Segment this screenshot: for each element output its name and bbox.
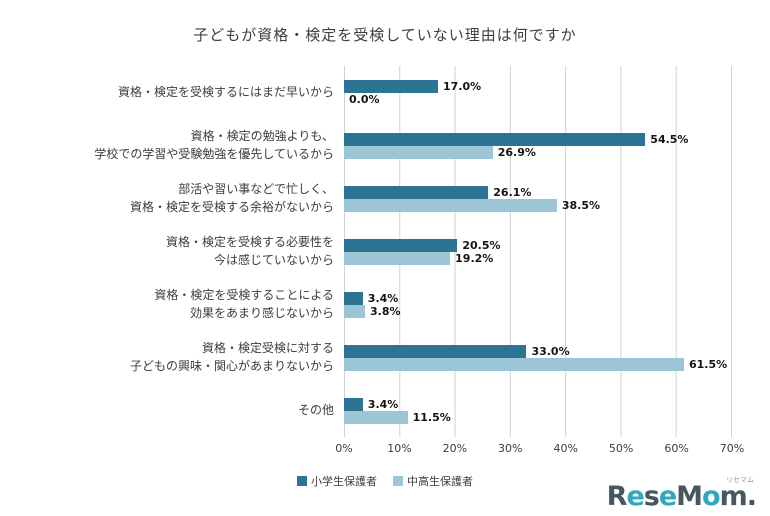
chart-row: 資格・検定を受検することによる 効果をあまり感じないから 3.4% 3.8% bbox=[8, 278, 732, 331]
legend: 小学生保護者 中高生保護者 bbox=[0, 473, 770, 489]
bar-chart: 資格・検定を受検するにはまだ早いから 17.0% 0.0% 資格・検定の勉強よりも、学… bbox=[8, 66, 744, 461]
chart-rows: 資格・検定を受検するにはまだ早いから 17.0% 0.0% 資格・検定の勉強よりも、学… bbox=[8, 66, 732, 437]
value-label: 3.4% bbox=[367, 291, 399, 305]
x-axis-ticks: 0% 10% 20% 30% 40% 50% 60% 70% bbox=[335, 437, 744, 461]
value-label: 33.0% bbox=[531, 344, 570, 358]
bar-elementary bbox=[344, 132, 646, 146]
bar-elementary bbox=[344, 397, 363, 411]
plot-area: 33.0% 61.5% bbox=[344, 331, 732, 384]
category-label: 資格・検定を受検するにはまだ早いから bbox=[117, 84, 334, 99]
x-tick-label: 10% bbox=[387, 442, 412, 455]
resemom-logo-text: ReseMom. bbox=[606, 481, 757, 512]
category-label: 資格・検定の勉強よりも、 学校での学習や受験勉強を優先しているから bbox=[94, 129, 334, 161]
value-label: 38.5% bbox=[561, 198, 601, 212]
x-axis: 0% 10% 20% 30% 40% 50% 60% 70% bbox=[8, 437, 744, 461]
legend-swatch-elementary bbox=[297, 476, 307, 486]
plot-area: 3.4% 3.8% bbox=[344, 278, 732, 331]
x-tick-label: 70% bbox=[719, 442, 745, 455]
category-label: 資格・検定を受検する必要性を 今は感じていないから bbox=[165, 235, 334, 267]
value-label: 54.5% bbox=[650, 132, 689, 146]
plot-area: 20.5% 19.2% bbox=[344, 225, 732, 278]
x-tick-label: 0% bbox=[335, 442, 353, 455]
plot-area: 54.5% 26.9% bbox=[344, 119, 732, 172]
category-label: 部活や習い事などで忙しく、 資格・検定を受検する余裕がないから bbox=[129, 182, 334, 214]
value-label: 0.0% bbox=[349, 92, 380, 106]
bar-secondary bbox=[344, 251, 451, 265]
bar-elementary bbox=[344, 185, 489, 199]
bar-secondary bbox=[344, 304, 365, 318]
value-label: 26.9% bbox=[497, 145, 536, 159]
value-label: 17.0% bbox=[442, 79, 482, 93]
x-tick-label: 20% bbox=[442, 442, 468, 455]
x-tick-label: 50% bbox=[608, 442, 634, 455]
bar-secondary bbox=[344, 410, 408, 424]
chart-row: 資格・検定受検に対する 子どもの興味・関心があまりないから 33.0% 61.5% bbox=[8, 331, 732, 384]
bar-secondary bbox=[344, 357, 684, 371]
legend-item-elementary: 小学生保護者 bbox=[297, 473, 377, 489]
value-label: 19.2% bbox=[455, 251, 494, 265]
chart-title: 子どもが資格・検定を受検していない理由は何ですか bbox=[193, 26, 577, 44]
bar-secondary bbox=[344, 145, 493, 159]
chart-row: 資格・検定を受検する必要性を 今は感じていないから 20.5% 19.2% bbox=[8, 225, 732, 278]
resemom-logo-ruby: リセマム bbox=[726, 476, 754, 484]
value-label: 20.5% bbox=[462, 238, 501, 252]
value-label: 11.5% bbox=[412, 410, 451, 424]
plot-area: 26.1% 38.5% bbox=[344, 172, 732, 225]
chart-row: 資格・検定の勉強よりも、 学校での学習や受験勉強を優先しているから 54.5% 26.… bbox=[8, 119, 732, 172]
category-label: 資格・検定受検に対する 子どもの興味・関心があまりないから bbox=[129, 341, 334, 373]
resemom-logo: ReseMom. リセマム bbox=[606, 477, 757, 512]
x-tick-label: 60% bbox=[664, 442, 689, 455]
bar-elementary bbox=[344, 79, 438, 93]
value-label: 61.5% bbox=[689, 357, 728, 371]
chart-row: 部活や習い事などで忙しく、 資格・検定を受検する余裕がないから 26.1% 38.5% bbox=[8, 172, 732, 225]
chart-row: その他 3.4% 11.5% bbox=[8, 384, 732, 437]
value-label: 3.8% bbox=[370, 304, 401, 318]
bar-elementary bbox=[344, 238, 458, 252]
legend-swatch-secondary bbox=[393, 476, 403, 486]
category-label: 資格・検定を受検することによる 効果をあまり感じないから bbox=[154, 288, 334, 320]
legend-label-elementary: 小学生保護者 bbox=[311, 475, 377, 488]
x-tick-label: 40% bbox=[553, 442, 578, 455]
chart-row: 資格・検定を受検するにはまだ早いから 17.0% 0.0% bbox=[8, 66, 732, 119]
bar-elementary bbox=[344, 291, 363, 305]
plot-area: 3.4% 11.5% bbox=[344, 384, 732, 437]
legend-item-secondary: 中高生保護者 bbox=[393, 473, 473, 489]
value-label: 26.1% bbox=[493, 185, 532, 199]
value-label: 3.4% bbox=[367, 397, 399, 411]
bar-secondary bbox=[344, 198, 557, 212]
bar-elementary bbox=[344, 344, 527, 358]
plot-area: 17.0% 0.0% bbox=[344, 66, 732, 119]
x-tick-label: 30% bbox=[498, 442, 523, 455]
legend-label-secondary: 中高生保護者 bbox=[407, 475, 473, 488]
category-label: その他 bbox=[297, 402, 334, 417]
